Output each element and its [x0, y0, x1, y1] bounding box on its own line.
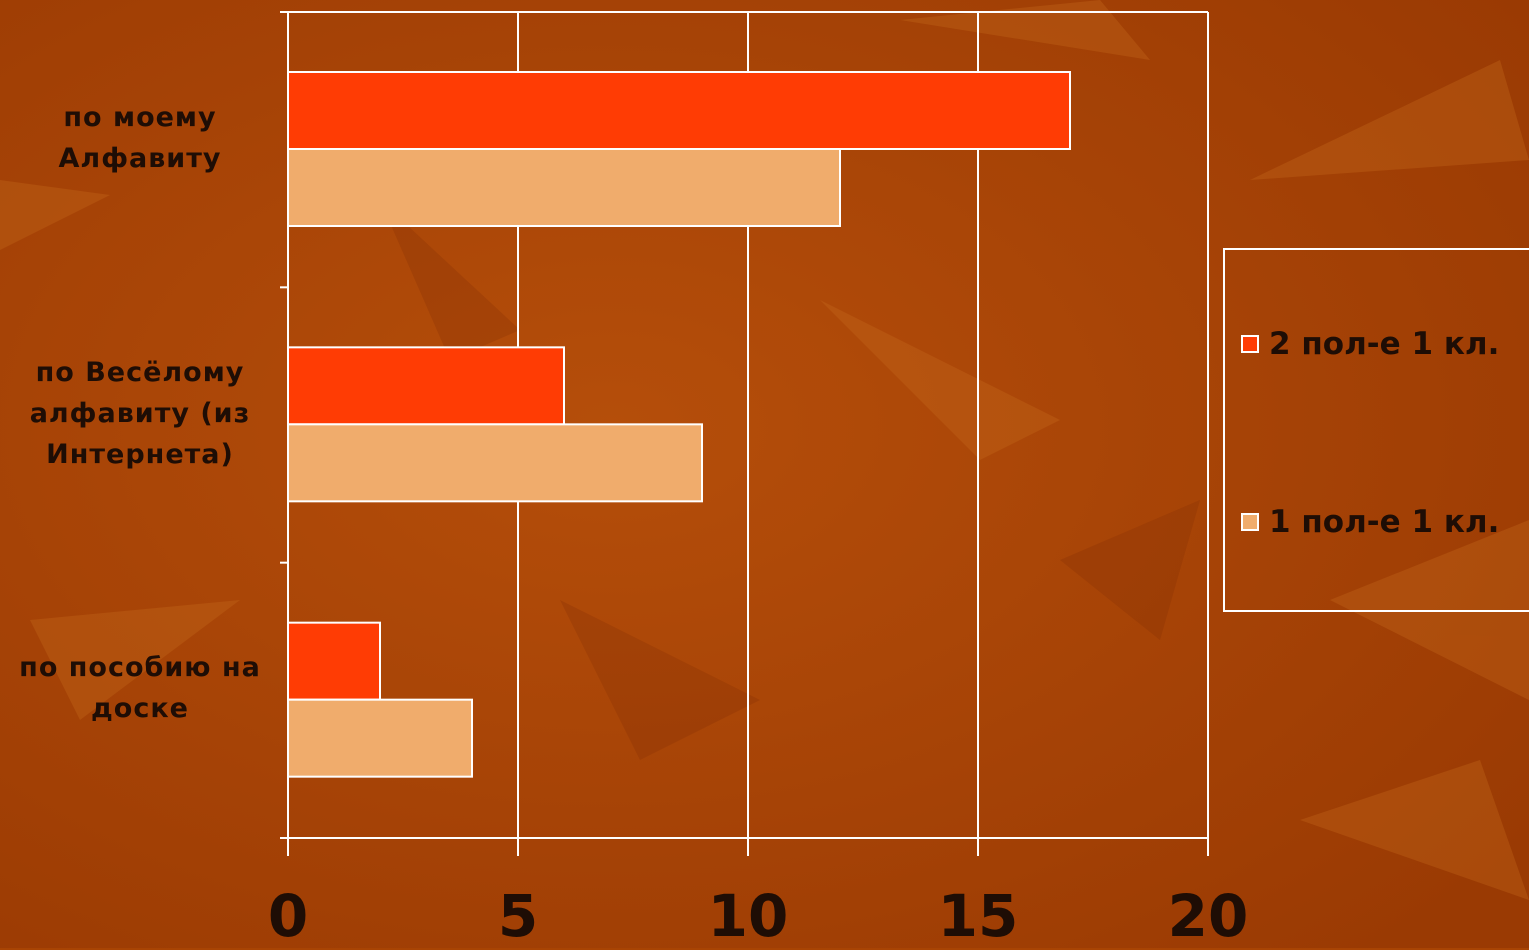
x-tick-label-2: 10: [707, 882, 789, 950]
category-label-3: по пособию на доске: [19, 652, 261, 725]
legend-swatch-series-2: [1241, 513, 1259, 531]
x-tick-label-0: 0: [267, 882, 309, 950]
x-tick-label-4: 20: [1167, 882, 1249, 950]
legend-label-series-2: 1 пол-е 1 кл.: [1269, 504, 1500, 540]
legend-item-series-1: 2 пол-е 1 кл.: [1241, 326, 1499, 362]
bar-1-3: [287, 621, 381, 701]
bar-1-2: [287, 346, 565, 426]
legend-item-series-2: 1 пол-е 1 кл.: [1241, 504, 1499, 540]
bar-2-3: [287, 698, 473, 778]
category-label-2: по Весёлому алфавиту (из Интернета): [29, 356, 251, 470]
axes: [280, 11, 1208, 856]
legend: 2 пол-е 1 кл. 1 пол-е 1 кл.: [1223, 248, 1529, 612]
bar-1-1: [287, 71, 1071, 150]
bars: [287, 71, 1071, 778]
x-tick-label-1: 5: [497, 882, 539, 950]
legend-swatch-series-1: [1241, 335, 1259, 353]
legend-label-series-1: 2 пол-е 1 кл.: [1269, 326, 1500, 362]
bar-2-1: [287, 148, 841, 227]
category-label-1: по моему Алфавиту: [58, 101, 222, 174]
bar-2-2: [287, 423, 703, 503]
x-tick-label-3: 15: [937, 882, 1019, 950]
